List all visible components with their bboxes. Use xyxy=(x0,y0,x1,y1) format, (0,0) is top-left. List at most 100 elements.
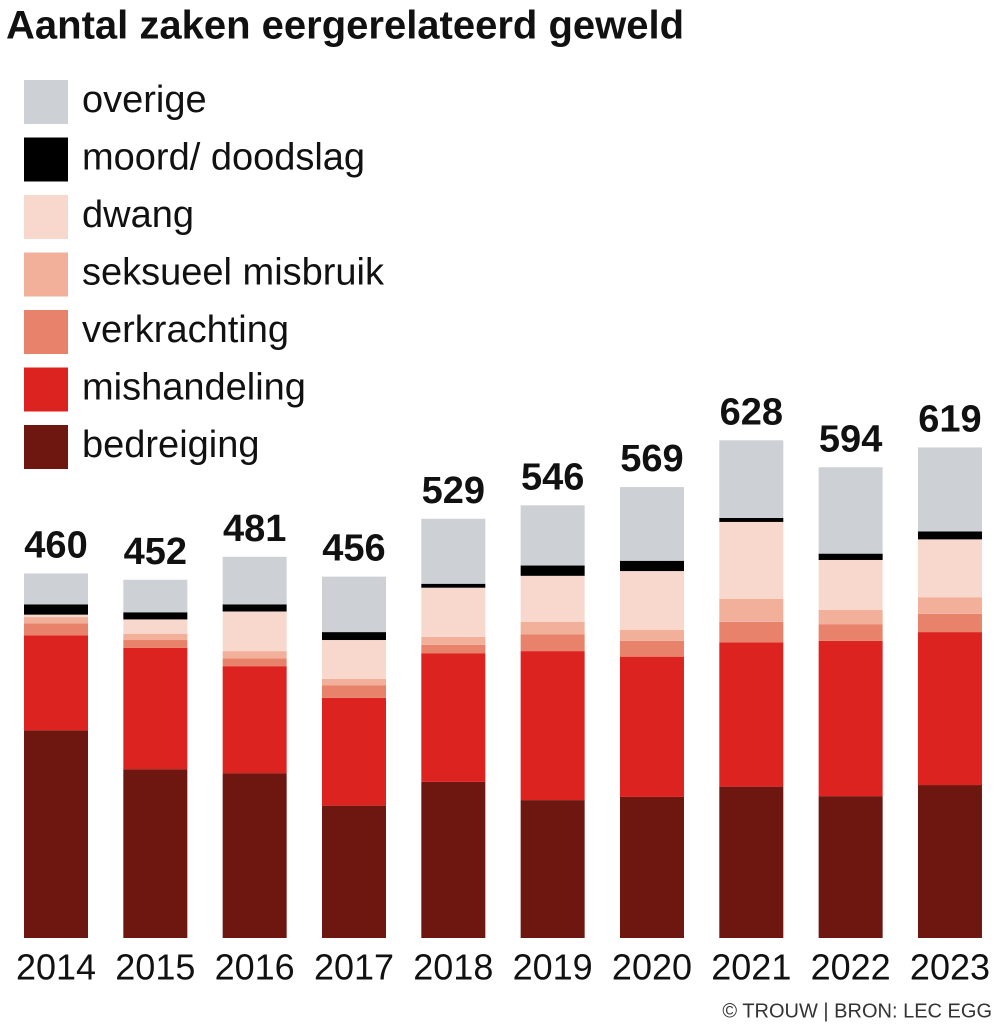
bar-segment xyxy=(818,609,883,625)
total-label: 529 xyxy=(422,470,485,512)
x-tick-label: 2018 xyxy=(413,947,493,988)
bar-segment xyxy=(321,640,386,679)
x-tick-label: 2019 xyxy=(513,947,593,988)
bar-segment xyxy=(321,678,386,686)
total-label: 460 xyxy=(24,524,87,566)
bar-segment xyxy=(321,576,386,633)
bar-segment xyxy=(917,447,982,532)
bar-segment xyxy=(421,644,486,654)
bar-segment xyxy=(321,697,386,806)
bar-segment xyxy=(719,642,784,787)
bar-segment xyxy=(520,651,585,801)
bar-segment xyxy=(24,623,88,636)
bar-segment xyxy=(619,796,684,938)
bar-segment xyxy=(421,781,486,938)
bar-segment xyxy=(123,612,188,620)
bar-segment xyxy=(520,505,585,566)
bar-segment xyxy=(321,805,386,938)
bar-segment xyxy=(24,730,88,938)
bar-segment xyxy=(719,521,784,599)
legend-label: moord/ doodslag xyxy=(82,137,365,179)
legend-label: mishandeling xyxy=(82,367,306,409)
bar-segment xyxy=(321,685,386,698)
legend-label: seksueel misbruik xyxy=(82,252,385,294)
bar-segment xyxy=(917,531,982,540)
x-tick-label: 2023 xyxy=(910,947,990,988)
bar-segment xyxy=(222,604,287,612)
bar-segment xyxy=(520,621,585,635)
bar-segment xyxy=(818,559,883,610)
bar-segment xyxy=(719,786,784,938)
total-label: 452 xyxy=(124,531,187,573)
bar-segment xyxy=(818,640,883,797)
bar-segment xyxy=(222,658,287,667)
x-tick-label: 2020 xyxy=(612,947,692,988)
bar-segment xyxy=(619,560,684,572)
bar-segment xyxy=(818,624,883,641)
bar-segment xyxy=(421,518,486,584)
legend-label: bedreiging xyxy=(82,424,259,466)
bar-segment xyxy=(222,666,287,774)
total-label: 456 xyxy=(322,528,385,570)
bar-segment xyxy=(719,621,784,643)
bar-segment xyxy=(719,440,784,518)
bar-segment xyxy=(818,553,883,560)
bar-segment xyxy=(520,565,585,576)
bar-segment xyxy=(421,636,486,645)
chart-title: Aantal zaken eergerelateerd geweld xyxy=(6,4,684,48)
bar-segment xyxy=(222,773,287,938)
legend-swatch xyxy=(24,310,68,354)
x-tick-label: 2016 xyxy=(215,947,295,988)
bar-segment xyxy=(619,629,684,641)
bar-segment xyxy=(222,651,287,659)
bar-segment xyxy=(520,634,585,652)
x-tick-label: 2017 xyxy=(314,947,394,988)
total-label: 594 xyxy=(819,418,882,460)
bar-segment xyxy=(123,579,188,613)
bar-segment xyxy=(619,656,684,797)
legend-swatch xyxy=(24,195,68,239)
legend-label: verkrachting xyxy=(82,309,289,351)
x-tick-label: 2021 xyxy=(711,947,791,988)
legend-swatch xyxy=(24,137,68,182)
total-label: 569 xyxy=(620,438,683,480)
total-label: 619 xyxy=(918,398,981,440)
bar-segment xyxy=(24,573,88,605)
bar-segment xyxy=(917,785,982,938)
bar-segment xyxy=(222,556,287,605)
bar-segment xyxy=(321,632,386,641)
bar-segment xyxy=(520,575,585,622)
bar-segment xyxy=(222,611,287,652)
bar-segment xyxy=(719,598,784,622)
bar-segment xyxy=(719,517,784,522)
bar-segment xyxy=(123,633,188,641)
bar-segment xyxy=(917,632,982,786)
bar-segment xyxy=(24,614,88,618)
bar-segment xyxy=(421,583,486,588)
total-label: 546 xyxy=(521,456,584,498)
total-label: 481 xyxy=(223,508,286,550)
bar-segment xyxy=(123,647,188,770)
source: © TROUW | BRON: LEC EGG xyxy=(722,1000,992,1022)
bar-segment xyxy=(619,571,684,630)
bar-segment xyxy=(421,587,486,637)
bar-segment xyxy=(917,597,982,614)
bar-segment xyxy=(818,467,883,554)
bar-segment xyxy=(421,653,486,782)
bar-segment xyxy=(917,539,982,598)
x-tick-label: 2014 xyxy=(16,947,96,988)
bar-segment xyxy=(818,796,883,938)
x-tick-label: 2015 xyxy=(115,947,195,988)
bar-segment xyxy=(619,640,684,657)
bar-segment xyxy=(24,635,88,731)
bar-segment xyxy=(123,619,188,634)
legend-label: overige xyxy=(82,79,207,121)
legend-swatch xyxy=(24,367,68,412)
bar-segment xyxy=(917,613,982,633)
bar-segment xyxy=(24,617,88,624)
total-label: 628 xyxy=(720,391,783,433)
bar-segment xyxy=(520,800,585,938)
legend-swatch xyxy=(24,80,68,124)
legend-swatch xyxy=(24,425,68,469)
